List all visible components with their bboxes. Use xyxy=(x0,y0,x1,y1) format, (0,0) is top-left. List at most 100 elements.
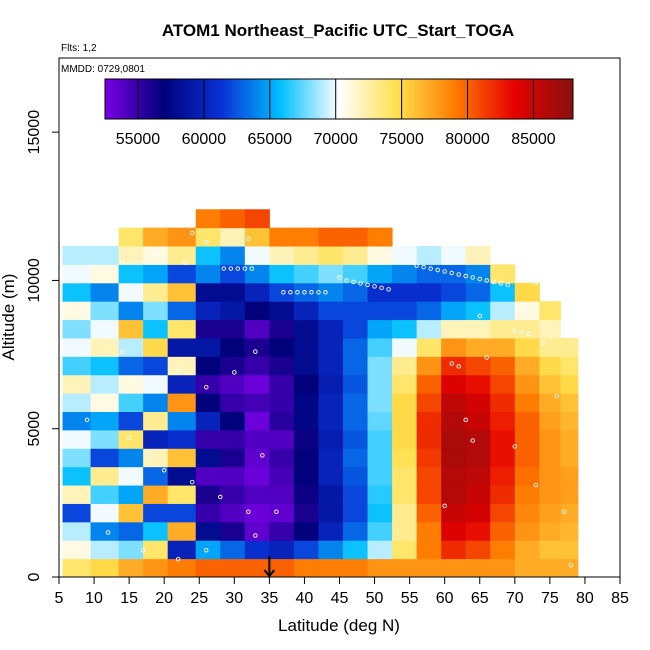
heatmap-cell xyxy=(392,521,418,541)
track-point xyxy=(133,260,139,265)
heatmap-cell xyxy=(465,264,491,284)
colorbar-ticks: 55000 60000 65000 70000 75000 80000 85000 xyxy=(116,79,556,148)
heatmap-cell xyxy=(244,227,270,247)
heatmap-cell xyxy=(62,429,92,449)
heatmap-cell xyxy=(167,356,197,376)
heatmap-cell xyxy=(167,448,197,468)
heatmap-cell xyxy=(514,429,540,449)
heatmap-cell xyxy=(465,466,491,486)
heatmap-cell xyxy=(343,337,369,357)
heatmap-cell xyxy=(539,374,561,394)
heatmap-cell xyxy=(539,319,561,339)
track-point xyxy=(372,284,377,289)
heatmap-cell xyxy=(62,466,92,486)
heatmap-cell xyxy=(220,466,246,486)
heatmap-cell xyxy=(167,282,197,302)
track-point xyxy=(484,278,490,283)
track-point xyxy=(204,548,209,553)
track-point xyxy=(323,290,328,295)
heatmap-cell xyxy=(195,429,221,449)
heatmap-cell xyxy=(118,264,144,284)
track-point xyxy=(526,278,532,283)
flight-track-points xyxy=(77,195,574,568)
heatmap-cell xyxy=(293,393,319,413)
heatmap-cell xyxy=(62,301,92,321)
x-tick-label: 55 xyxy=(401,590,419,607)
heatmap-cell xyxy=(343,466,369,486)
heatmap-cell xyxy=(195,393,221,413)
heatmap-cell xyxy=(293,337,319,357)
y-axis-label: Altitude (m) xyxy=(0,274,18,361)
heatmap-cell xyxy=(167,301,197,321)
heatmap-cell xyxy=(143,466,169,486)
track-point xyxy=(316,290,321,295)
heatmap-cell xyxy=(539,301,561,321)
heatmap-cell xyxy=(367,356,393,376)
heatmap-cell xyxy=(293,374,319,394)
heatmap-cell xyxy=(195,227,221,247)
heatmap-cell xyxy=(441,411,467,431)
heatmap-cell xyxy=(195,319,221,339)
track-point xyxy=(526,331,532,337)
track-point xyxy=(175,556,181,562)
heatmap-cell xyxy=(143,356,169,376)
heatmap-cell xyxy=(195,337,221,357)
track-point xyxy=(554,290,560,295)
heatmap-cell xyxy=(441,466,467,486)
heatmap-cell xyxy=(441,393,467,413)
heatmap-cells xyxy=(62,209,579,578)
heatmap-cell xyxy=(465,503,491,523)
track-point xyxy=(428,266,433,271)
heatmap-cell xyxy=(244,337,270,357)
heatmap-cell xyxy=(62,356,92,376)
track-point xyxy=(246,195,251,200)
heatmap-cell xyxy=(465,246,491,265)
heatmap-cell xyxy=(62,319,92,339)
track-point xyxy=(204,195,209,200)
heatmap-cell xyxy=(343,356,369,376)
heatmap-cell xyxy=(269,558,295,578)
heatmap-cell xyxy=(416,485,442,504)
heatmap-cell xyxy=(269,227,295,247)
track-point xyxy=(519,330,525,335)
heatmap-cell xyxy=(195,466,221,486)
heatmap-cell xyxy=(392,411,418,431)
heatmap-cell xyxy=(293,227,319,247)
heatmap-cell xyxy=(143,264,169,284)
heatmap-cell xyxy=(560,466,579,486)
heatmap-cell xyxy=(416,356,442,376)
heatmap-cell xyxy=(367,246,393,265)
heatmap-cell xyxy=(490,264,516,284)
heatmap-cell xyxy=(195,301,221,321)
heatmap-cell xyxy=(490,521,516,541)
heatmap-cell xyxy=(269,448,295,468)
y-tick-label: 15000 xyxy=(26,110,43,155)
track-point xyxy=(533,281,539,286)
heatmap-cell xyxy=(244,429,270,449)
heatmap-cell xyxy=(465,558,491,578)
track-point xyxy=(288,290,293,295)
heatmap-cell xyxy=(269,337,295,357)
heatmap-cell xyxy=(62,411,92,431)
heatmap-cell xyxy=(367,301,393,321)
x-tick-label: 75 xyxy=(541,590,559,607)
track-point xyxy=(533,482,539,488)
heatmap-cell xyxy=(90,521,120,541)
heatmap-cell xyxy=(441,448,467,468)
heatmap-cell xyxy=(392,282,418,302)
track-point xyxy=(235,266,241,271)
heatmap-cell xyxy=(269,393,295,413)
heatmap-cell xyxy=(367,282,393,302)
heatmap-cell xyxy=(465,282,491,302)
track-point xyxy=(337,275,342,280)
heatmap-cell xyxy=(367,264,393,284)
heatmap-cell xyxy=(167,503,197,523)
heatmap-cell xyxy=(514,503,540,523)
heatmap-cell xyxy=(90,429,120,449)
colorbar-tick-label: 80000 xyxy=(445,131,490,148)
heatmap-cell xyxy=(269,356,295,376)
heatmap-cell xyxy=(118,246,144,265)
track-point xyxy=(561,509,567,515)
track-point xyxy=(505,282,511,288)
heatmap-cell xyxy=(416,301,442,321)
